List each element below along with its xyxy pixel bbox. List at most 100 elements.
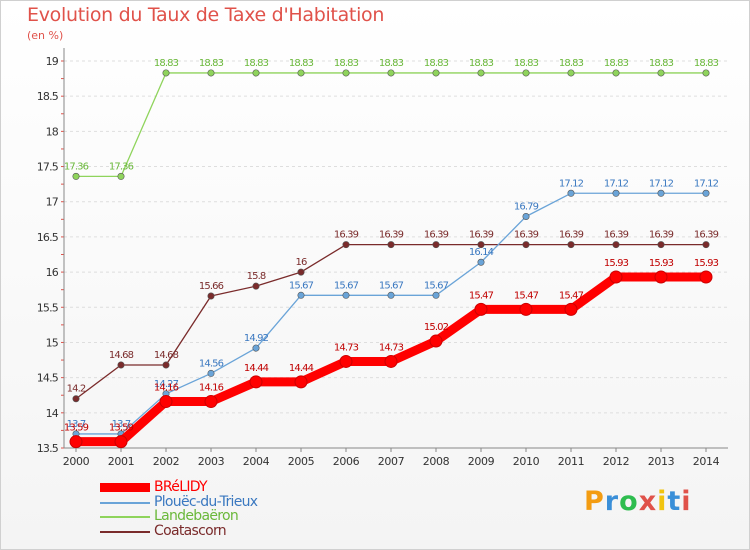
x-tick-label: 2012 (603, 455, 629, 468)
data-label: 14.73 (379, 342, 404, 353)
data-point (429, 334, 443, 348)
y-tick-label: 17 (46, 196, 59, 209)
x-tick-label: 2003 (198, 455, 225, 468)
data-label: 16.79 (514, 202, 539, 213)
x-tick-label: 2010 (513, 455, 540, 468)
data-point (114, 435, 128, 449)
data-point (204, 395, 218, 409)
data-point (342, 241, 350, 249)
data-point (654, 270, 668, 284)
data-label: 16.39 (649, 230, 674, 241)
data-point (432, 291, 440, 299)
x-tick-label: 2011 (558, 455, 584, 468)
data-label: 17.36 (109, 161, 134, 172)
logo-letter: o (619, 486, 639, 517)
data-label: 16.39 (424, 230, 449, 241)
data-label: 17.36 (64, 161, 89, 172)
x-tick-label: 2002 (153, 455, 179, 468)
data-point (567, 241, 575, 249)
data-label: 16.39 (694, 230, 719, 241)
logo-letter: P (584, 486, 605, 517)
data-point (657, 69, 665, 77)
data-label: 18.83 (289, 58, 314, 69)
data-label: 17.12 (649, 178, 674, 189)
data-label: 15.67 (424, 280, 449, 291)
x-tick-label: 2007 (378, 455, 405, 468)
data-point (567, 189, 575, 197)
data-label: 17.12 (559, 178, 584, 189)
data-point (387, 291, 395, 299)
data-label: 18.83 (604, 58, 629, 69)
data-point (477, 241, 485, 249)
data-point (612, 69, 620, 77)
data-label: 14.56 (199, 358, 224, 369)
data-point (252, 344, 260, 352)
data-point (702, 69, 710, 77)
data-point (117, 172, 125, 180)
logo-letter: i (681, 486, 692, 517)
data-label: 17.12 (604, 178, 629, 189)
y-tick-label: 13.5 (37, 442, 59, 455)
data-label: 16.39 (514, 230, 539, 241)
data-point (477, 69, 485, 77)
data-label: 16.39 (334, 230, 359, 241)
data-label: 15.8 (247, 271, 266, 282)
y-tick-label: 14.5 (37, 372, 59, 385)
x-tick-label: 2004 (243, 455, 270, 468)
data-label: 15.67 (334, 280, 359, 291)
data-point (162, 69, 170, 77)
y-tick-label: 18 (46, 125, 59, 138)
x-tick-label: 2014 (693, 455, 720, 468)
y-tick-label: 19 (46, 55, 59, 68)
data-label: 18.83 (199, 58, 224, 69)
data-point (294, 375, 308, 389)
logo-letter: i (657, 486, 668, 517)
data-label: 14.73 (334, 342, 359, 353)
data-point (117, 361, 125, 369)
data-label: 14.92 (244, 333, 269, 344)
chart-title: Evolution du Taux de Taxe d'Habitation (27, 4, 385, 26)
data-label: 18.83 (334, 58, 359, 69)
legend-label: Landebaëron (154, 508, 239, 524)
data-label: 18.83 (649, 58, 674, 69)
data-point (519, 302, 533, 316)
data-point (249, 375, 263, 389)
data-point (297, 291, 305, 299)
data-label: 15.67 (379, 280, 404, 291)
logo-letter: t (667, 486, 682, 517)
x-axis-ticks: 2000 2001 2002 2003 2004 2005 2006 2007 2008 2009… (63, 455, 720, 468)
x-tick-label: 2008 (423, 455, 450, 468)
data-point (477, 258, 485, 266)
data-label: 15.93 (649, 258, 674, 269)
data-point (612, 189, 620, 197)
data-point (387, 241, 395, 249)
data-point (384, 354, 398, 368)
y-axis-ticks: 13.5 14 14.5 15 15.5 16 16.5 17 17.5 18 18.5 19 (37, 55, 60, 455)
legend-swatch (100, 530, 150, 533)
data-label: 15.47 (469, 290, 494, 301)
unit-label: (en %) (27, 29, 64, 42)
data-label: 18.83 (424, 58, 449, 69)
data-label: 18.83 (244, 58, 269, 69)
legend-label: Plouëc-du-Trieux (154, 493, 258, 510)
x-tick-label: 2009 (468, 455, 495, 468)
proxiti-logo: Proxiti (584, 486, 692, 517)
data-point (702, 189, 710, 197)
data-point (567, 69, 575, 77)
data-label: 13.7 (112, 419, 131, 430)
data-label: 16.14 (469, 247, 494, 258)
data-label: 14.68 (109, 350, 134, 361)
data-label: 14.44 (244, 363, 269, 374)
data-point (432, 69, 440, 77)
series-line (76, 72, 706, 178)
data-point (297, 69, 305, 77)
y-tick-label: 15 (46, 336, 59, 349)
data-label: 14.27 (154, 379, 179, 390)
x-tick-label: 2006 (333, 455, 360, 468)
data-point (699, 270, 713, 284)
data-point (432, 241, 440, 249)
y-tick-label: 14 (46, 407, 59, 420)
y-tick-label: 17.5 (37, 161, 59, 174)
data-label: 15.66 (199, 281, 224, 292)
